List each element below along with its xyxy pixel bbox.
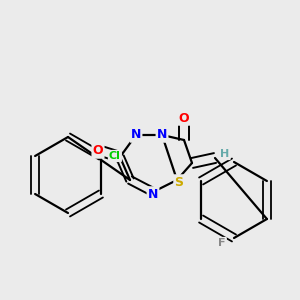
Text: N: N — [148, 188, 158, 200]
Text: O: O — [179, 112, 189, 124]
Text: Cl: Cl — [109, 151, 121, 161]
Text: O: O — [93, 145, 103, 158]
Text: F: F — [218, 238, 226, 248]
Text: H: H — [220, 149, 230, 159]
Text: N: N — [131, 128, 141, 142]
Text: S: S — [175, 176, 184, 188]
Text: N: N — [157, 128, 167, 142]
